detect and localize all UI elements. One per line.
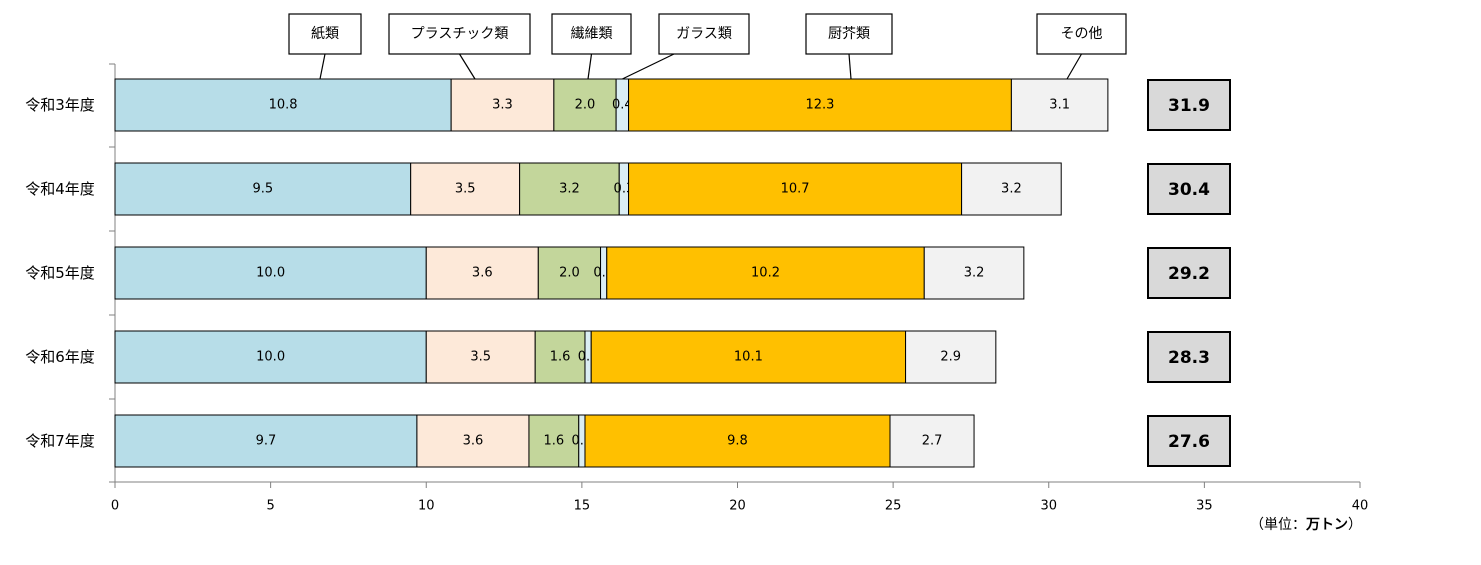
legend-label-0: 紙類 — [311, 26, 339, 42]
category-label-3: 令和6年度 — [25, 348, 95, 366]
bar-segment-3-5 — [905, 330, 997, 384]
bar-segment-0-2 — [553, 78, 617, 132]
bar-segment-3-0 — [114, 330, 427, 384]
total-box-2 — [1147, 247, 1231, 299]
bar-segment-4-5 — [889, 414, 975, 468]
legend-label-4: 厨芥類 — [828, 26, 870, 42]
total-box-4 — [1147, 415, 1231, 467]
unit-prefix: （単位： — [1250, 517, 1306, 533]
data-label-4-0: 9.7 — [256, 434, 277, 449]
data-label-1-2: 3.2 — [559, 182, 580, 197]
legend-box-1 — [388, 13, 531, 55]
total-label-1: 30.4 — [1168, 180, 1210, 200]
data-label-3-4: 10.1 — [734, 350, 763, 365]
bar-segment-1-5 — [961, 162, 1062, 216]
bar-segment-0-1 — [450, 78, 555, 132]
total-label-4: 27.6 — [1168, 432, 1210, 452]
bar-segment-0-4 — [628, 78, 1012, 132]
data-label-0-5: 3.1 — [1049, 98, 1070, 113]
legend-box-2 — [551, 13, 632, 55]
bar-segment-3-4 — [590, 330, 907, 384]
data-label-2-2: 2.0 — [559, 266, 580, 281]
bar-segment-2-1 — [425, 246, 539, 300]
data-label-3-0: 10.0 — [256, 350, 285, 365]
data-label-0-3: 0.4 — [612, 98, 633, 113]
data-label-4-2: 1.6 — [544, 434, 565, 449]
data-label-0-4: 12.3 — [806, 98, 835, 113]
bar-segment-2-4 — [606, 246, 925, 300]
x-tick-label-0: 0 — [111, 499, 119, 514]
data-label-0-1: 3.3 — [492, 98, 513, 113]
x-tick-label-4: 20 — [729, 499, 746, 514]
legend-label-5: その他 — [1061, 26, 1103, 42]
bar-segment-2-5 — [923, 246, 1025, 300]
legend-box-3 — [658, 13, 750, 55]
bar-segment-3-1 — [425, 330, 536, 384]
data-label-2-4: 10.2 — [751, 266, 780, 281]
data-label-0-0: 10.8 — [269, 98, 298, 113]
total-label-3: 28.3 — [1168, 348, 1210, 368]
data-label-3-1: 3.5 — [470, 350, 491, 365]
callout-line-5 — [1066, 53, 1083, 80]
total-label-2: 29.2 — [1168, 264, 1210, 284]
total-label-0: 31.9 — [1168, 96, 1210, 116]
x-tick-label-5: 25 — [885, 499, 902, 514]
callout-line-3 — [622, 53, 675, 80]
bar-segment-3-2 — [534, 330, 586, 384]
total-box-0 — [1147, 79, 1231, 131]
data-label-0-2: 2.0 — [575, 98, 596, 113]
category-label-2: 令和5年度 — [25, 264, 95, 282]
bar-segment-0-0 — [114, 78, 452, 132]
category-label-1: 令和4年度 — [25, 180, 95, 198]
data-label-2-1: 3.6 — [472, 266, 493, 281]
data-label-1-0: 9.5 — [253, 182, 274, 197]
legend-box-5 — [1036, 13, 1127, 55]
total-box-1 — [1147, 163, 1231, 215]
data-label-3-2: 1.6 — [550, 350, 571, 365]
x-tick-label-2: 10 — [418, 499, 435, 514]
x-tick-label-6: 30 — [1040, 499, 1057, 514]
data-label-1-5: 3.2 — [1001, 182, 1022, 197]
callout-line-4 — [848, 53, 852, 80]
data-label-1-4: 10.7 — [781, 182, 810, 197]
bar-segment-2-2 — [537, 246, 602, 300]
bar-segment-2-0 — [114, 246, 427, 300]
category-label-4: 令和7年度 — [25, 432, 95, 450]
legend-label-2: 繊維類 — [571, 26, 613, 42]
bar-segment-1-4 — [628, 162, 963, 216]
legend-box-0 — [288, 13, 362, 55]
bar-segment-1-1 — [410, 162, 521, 216]
legend-label-3: ガラス類 — [676, 26, 732, 42]
unit-label: （単位：万トン） — [1250, 514, 1362, 534]
bar-segment-1-0 — [114, 162, 412, 216]
bar-segment-4-4 — [584, 414, 891, 468]
bar-segment-1-2 — [519, 162, 620, 216]
data-label-2-5: 3.2 — [964, 266, 985, 281]
data-label-4-4: 9.8 — [727, 434, 748, 449]
x-tick-label-8: 40 — [1352, 499, 1369, 514]
x-tick-label-3: 15 — [574, 499, 591, 514]
data-label-3-5: 2.9 — [940, 350, 961, 365]
legend-label-1: プラスチック類 — [411, 26, 509, 42]
callout-line-0 — [319, 53, 326, 80]
data-label-4-5: 2.7 — [922, 434, 943, 449]
data-label-1-1: 3.5 — [455, 182, 476, 197]
unit-value: 万トン — [1306, 517, 1348, 533]
data-label-4-1: 3.6 — [463, 434, 484, 449]
callout-line-1 — [458, 53, 476, 80]
total-box-3 — [1147, 331, 1231, 383]
callout-line-2 — [587, 53, 593, 80]
bar-segment-0-5 — [1010, 78, 1109, 132]
legend-box-4 — [805, 13, 893, 55]
unit-suffix: ） — [1348, 517, 1362, 533]
x-tick-label-1: 5 — [266, 499, 274, 514]
x-tick-label-7: 35 — [1196, 499, 1213, 514]
category-label-0: 令和3年度 — [25, 96, 95, 114]
bar-segment-4-0 — [114, 414, 418, 468]
data-label-2-0: 10.0 — [256, 266, 285, 281]
